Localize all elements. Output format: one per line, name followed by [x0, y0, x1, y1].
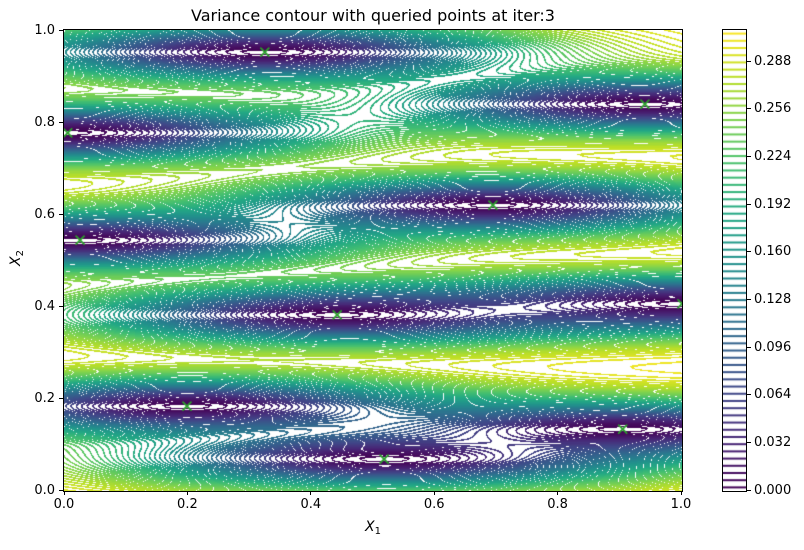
y-tick-mark — [59, 29, 63, 31]
x-tick-label: 0.6 — [423, 497, 445, 512]
y-tick-mark — [59, 397, 63, 399]
x-axis-label: X1 — [63, 519, 683, 537]
colorbar-tick-label: 0.224 — [754, 149, 792, 165]
x-tick-label: 0.8 — [547, 497, 568, 512]
y-tick-label: 0.0 — [34, 482, 55, 498]
colorbar-tick-mark — [747, 251, 751, 253]
x-tick-label: 1.0 — [670, 497, 692, 512]
colorbar-tick-mark — [747, 441, 751, 443]
colorbar-tick-mark — [747, 60, 751, 62]
y-tick-label: 0.4 — [34, 298, 55, 314]
x-tick-label: 0.2 — [177, 497, 198, 512]
y-tick-label: 0.6 — [34, 206, 55, 222]
x-tick-label: 0.0 — [53, 497, 75, 512]
x-axis-label-base: X — [365, 519, 375, 535]
y-axis-label: X2 — [5, 236, 27, 280]
colorbar-tick-mark — [747, 489, 751, 491]
y-tick-label: 0.2 — [34, 390, 55, 406]
colorbar-tick-label: 0.128 — [754, 291, 792, 307]
colorbar-tick-label: 0.000 — [754, 482, 792, 498]
colorbar-tick-label: 0.160 — [754, 244, 792, 260]
colorbar-tick-label: 0.256 — [754, 101, 792, 117]
colorbar-tick-label: 0.288 — [754, 53, 792, 69]
y-axis-label-base: X — [8, 256, 24, 266]
x-tick-label: 0.4 — [300, 497, 322, 512]
y-axis-label-sub: 2 — [15, 250, 26, 257]
colorbar-canvas — [723, 30, 746, 491]
y-tick-label: 1.0 — [34, 22, 55, 38]
y-tick-label: 0.8 — [34, 114, 55, 130]
colorbar-tick-label: 0.096 — [754, 339, 792, 355]
y-tick-mark — [59, 305, 63, 307]
colorbar-tick-mark — [747, 346, 751, 348]
colorbar — [722, 29, 747, 492]
y-tick-mark — [59, 213, 63, 215]
chart-title: Variance contour with queried points at … — [191, 6, 555, 25]
colorbar-tick-mark — [747, 394, 751, 396]
colorbar-tick-mark — [747, 298, 751, 300]
colorbar-tick-mark — [747, 108, 751, 110]
x-tick-mark — [310, 491, 312, 495]
x-tick-mark — [433, 491, 435, 495]
colorbar-tick-label: 0.032 — [754, 434, 792, 450]
plot-area — [63, 29, 683, 492]
x-tick-mark — [186, 491, 188, 495]
colorbar-tick-mark — [747, 156, 751, 158]
colorbar-tick-label: 0.064 — [754, 387, 792, 403]
colorbar-tick-mark — [747, 203, 751, 205]
contour-canvas — [64, 30, 682, 491]
x-tick-mark — [63, 491, 65, 495]
x-tick-mark — [680, 491, 682, 495]
y-tick-mark — [59, 489, 63, 491]
colorbar-tick-label: 0.192 — [754, 196, 792, 212]
y-tick-mark — [59, 121, 63, 123]
x-tick-mark — [557, 491, 559, 495]
x-axis-label-sub: 1 — [374, 526, 381, 537]
